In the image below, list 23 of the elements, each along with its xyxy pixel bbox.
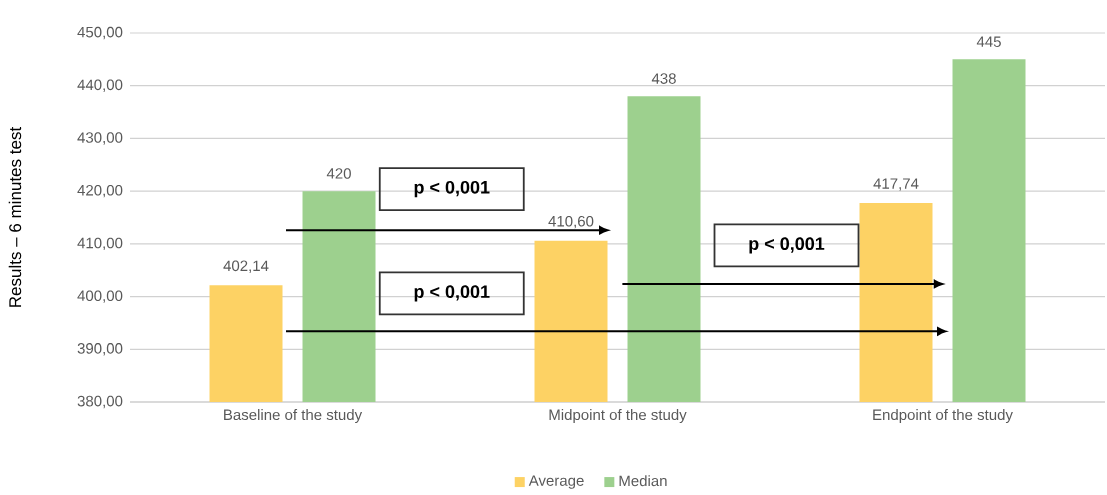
y-tick-label: 410,00 xyxy=(77,237,123,251)
annotation: p < 0,001 xyxy=(749,237,825,254)
y-tick-label: 440,00 xyxy=(77,79,123,92)
y-tick-label: 380,00 xyxy=(77,395,123,409)
data-label: 410,60 xyxy=(548,215,594,229)
data-label: 402,14 xyxy=(223,260,269,273)
x-tick-label: Baseline of the study xyxy=(224,409,363,424)
legend-label: Average xyxy=(528,475,584,489)
y-tick-label: 430,00 xyxy=(77,132,123,145)
annotation: p < 0,001 xyxy=(414,180,490,198)
x-tick-label: Midpoint of the study xyxy=(549,409,687,424)
x-tick-label: Endpoint of the study xyxy=(873,409,1013,424)
data-label: 420 xyxy=(326,168,351,179)
y-axis-title: Results – 6 minutes test xyxy=(8,126,22,307)
y-tick-label: 450,00 xyxy=(77,26,123,40)
legend-label: Median xyxy=(619,475,667,487)
y-tick-label: 400,00 xyxy=(77,290,123,303)
y-tick-label: 390,00 xyxy=(77,343,123,356)
data-label: 445 xyxy=(976,36,1001,47)
y-tick-label: 420,00 xyxy=(77,184,123,198)
data-label: 417,74 xyxy=(873,178,919,191)
annotation: p < 0,001 xyxy=(414,285,490,302)
data-label: 438 xyxy=(651,73,676,84)
